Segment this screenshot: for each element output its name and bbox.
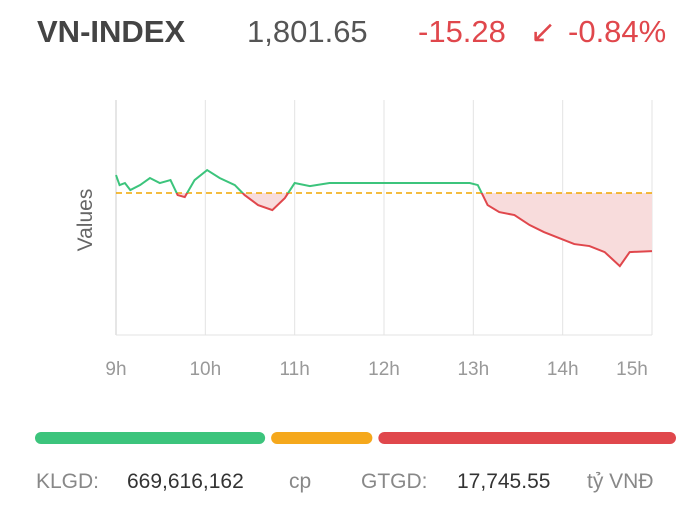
volume-label: KLGD:: [36, 470, 100, 493]
x-tick-label: 14h: [547, 359, 579, 380]
trade-value: 17,745.55: [457, 470, 551, 493]
index-name: VN-INDEX: [37, 14, 186, 49]
x-tick-label: 15h: [616, 359, 648, 380]
breadth-segment: [271, 432, 373, 444]
below-area: [176, 193, 652, 267]
breadth-segment: [378, 432, 676, 444]
change-arrow: ↙: [530, 14, 556, 49]
x-tick-label: 10h: [189, 359, 221, 380]
volume: 669,616,162: [127, 470, 244, 493]
breadth-segment: [35, 432, 266, 444]
y-axis-label: Values: [74, 189, 97, 252]
value-unit: tỷ VNĐ: [587, 470, 654, 493]
index-price: 1,801.65: [247, 14, 368, 49]
change-percent: -0.84%: [568, 14, 667, 49]
index-line: [115, 168, 653, 268]
chart: Values 9h 10h 11h 12h 13h 14h 15h: [74, 100, 653, 380]
x-tick-label: 11h: [280, 359, 310, 380]
x-tick-label: 9h: [105, 359, 126, 380]
x-tick-label: 13h: [457, 359, 489, 380]
value-label: GTGD:: [361, 470, 428, 493]
index-change: -15.28: [418, 14, 506, 49]
x-tick-label: 12h: [368, 359, 400, 380]
volume-unit: cp: [289, 470, 312, 493]
breadth-bar: [35, 432, 676, 444]
